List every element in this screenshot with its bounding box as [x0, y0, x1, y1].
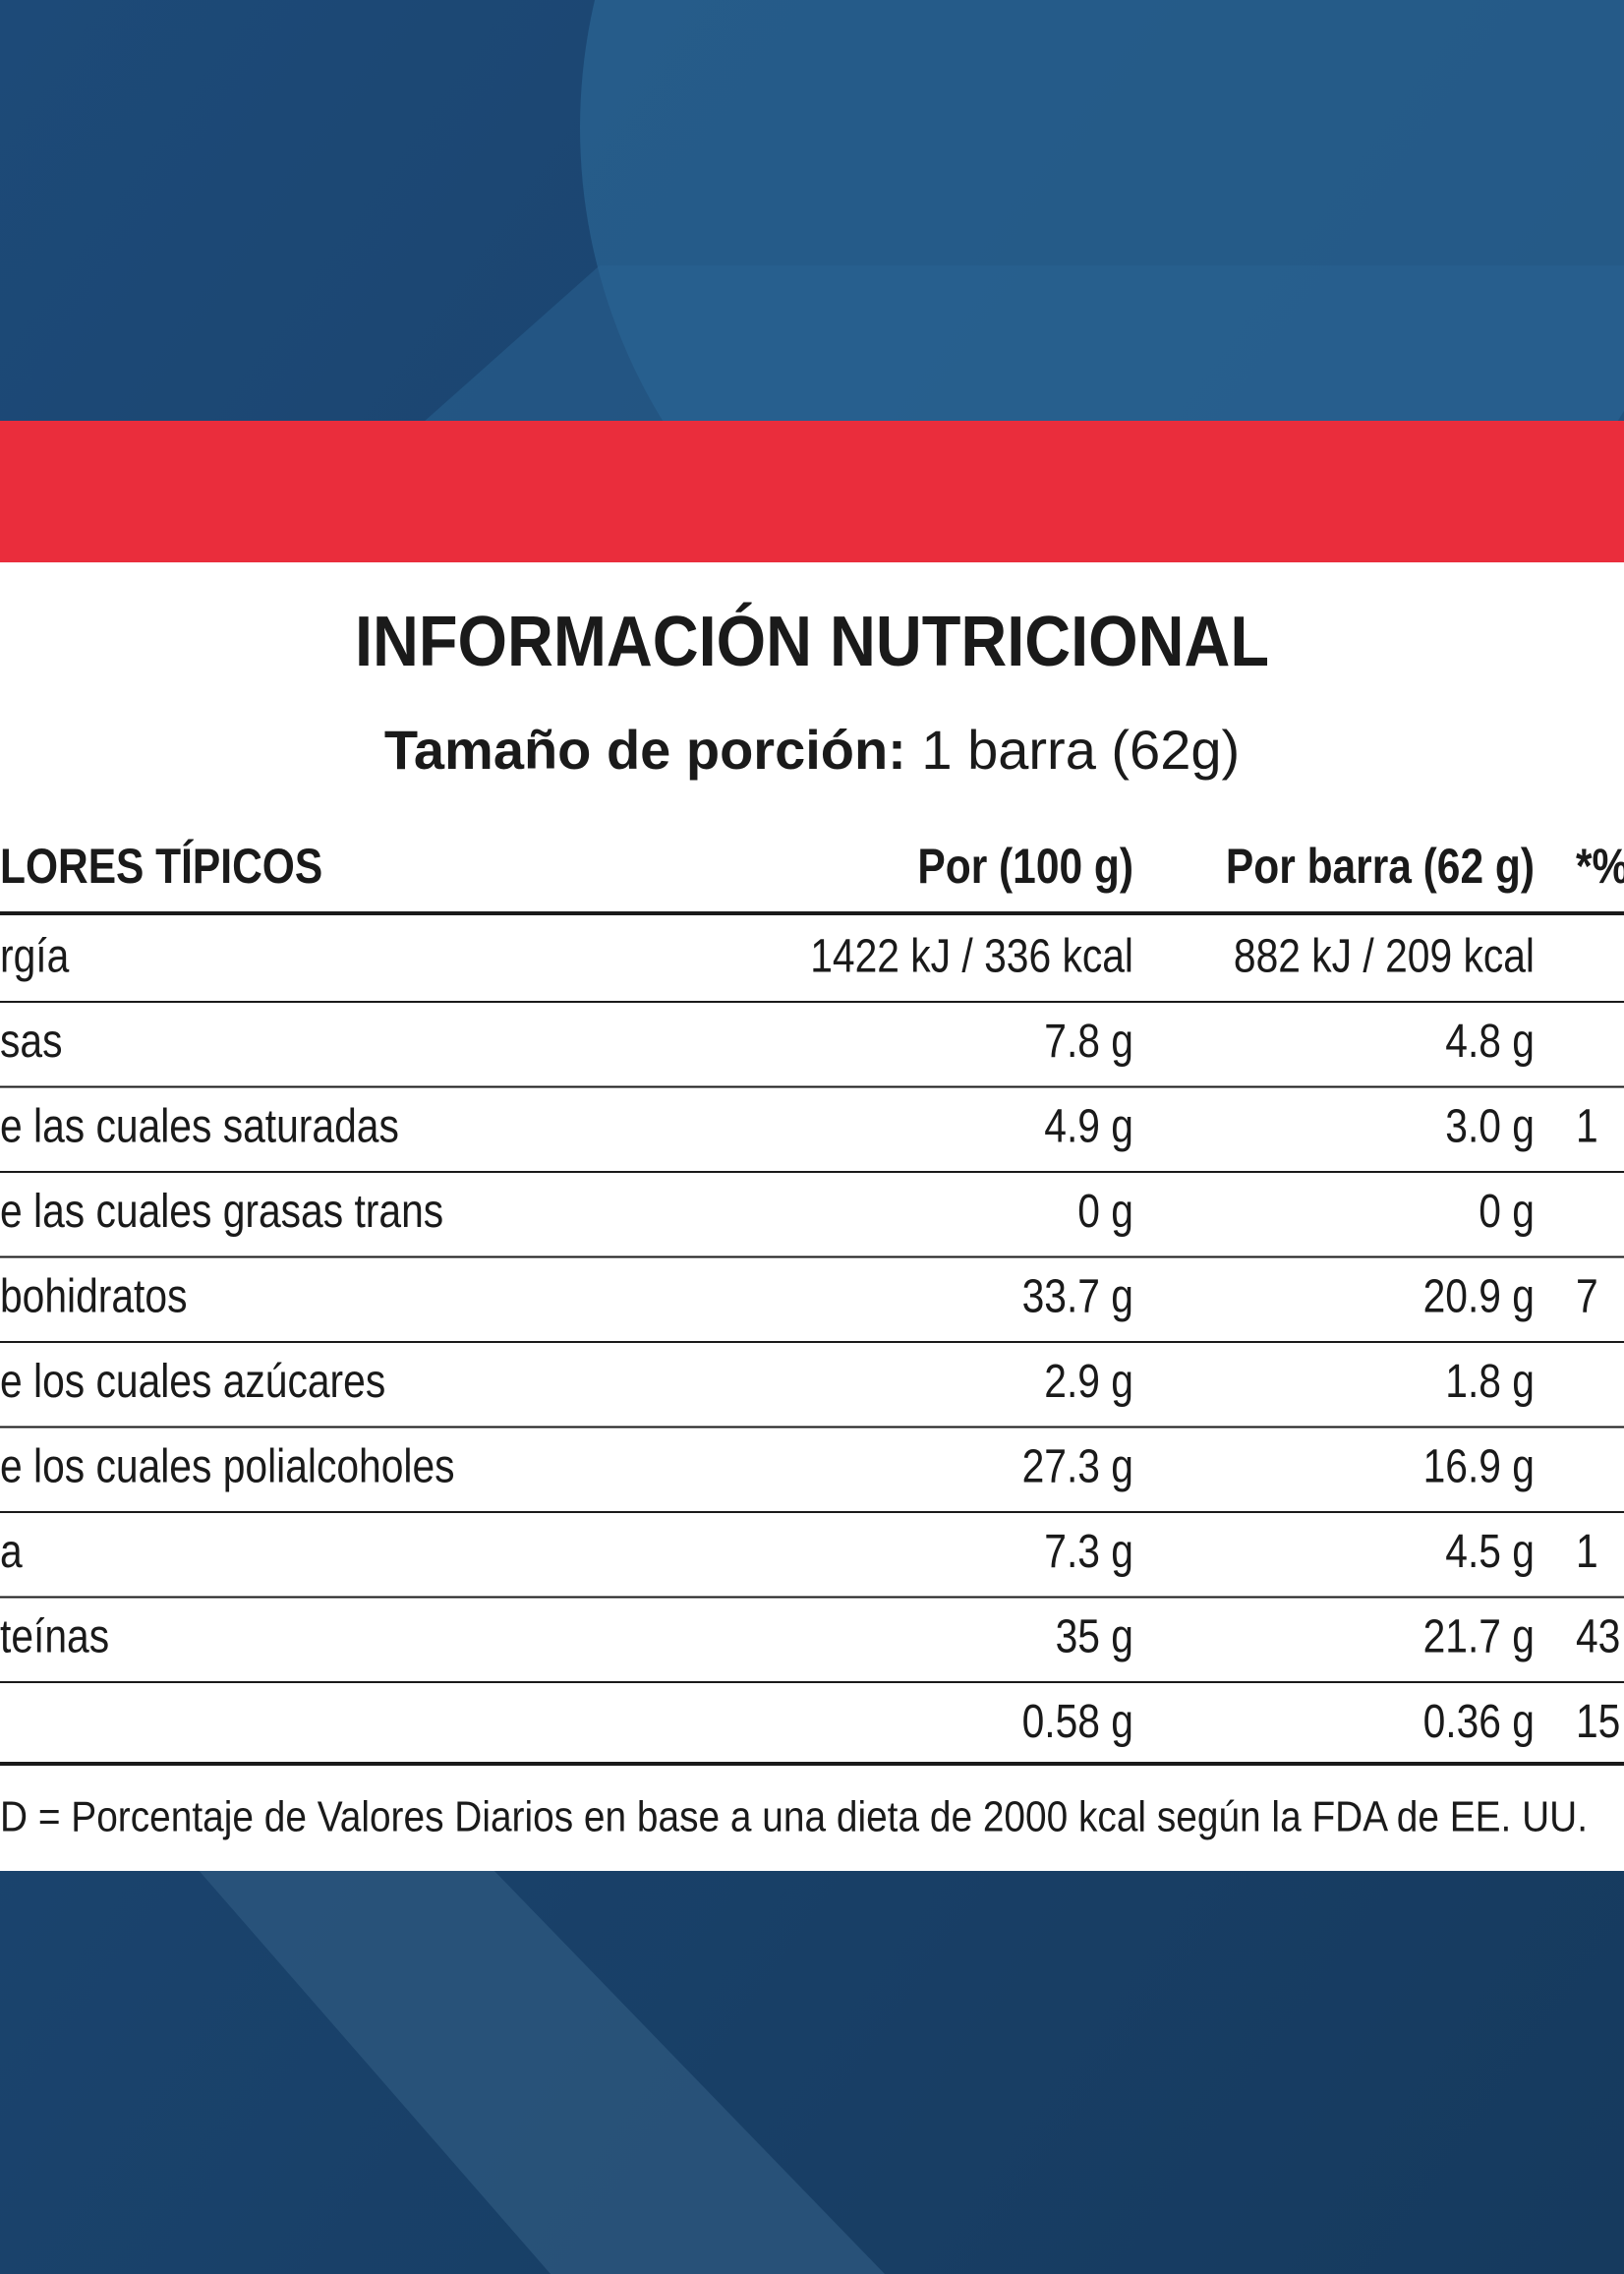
- table-cell: 16.9 g: [1423, 1441, 1535, 1493]
- table-cell: 1: [1576, 1526, 1598, 1578]
- footnote: D = Porcentaje de Valores Diarios en bas…: [0, 1793, 1588, 1841]
- title: INFORMACIÓN NUTRICIONAL: [355, 602, 1269, 681]
- header-cell: Por (100 g): [917, 839, 1133, 894]
- table-cell: 43: [1576, 1611, 1620, 1663]
- serving-value: 1 barra (62g): [921, 719, 1240, 781]
- table-cell: e las cuales saturadas: [0, 1101, 399, 1153]
- table-cell: 3.0 g: [1445, 1101, 1535, 1153]
- table-cell: rgía: [0, 931, 69, 983]
- table-cell: 0 g: [1077, 1186, 1133, 1238]
- header-cell: *%: [1576, 839, 1624, 894]
- table-cell: bohidratos: [0, 1271, 187, 1323]
- table-cell: 0.58 g: [1022, 1696, 1133, 1748]
- table-cell: 4.8 g: [1445, 1016, 1535, 1068]
- table-cell: 35 g: [1056, 1611, 1133, 1663]
- table-cell: 882 kJ / 209 kcal: [1234, 931, 1535, 983]
- header-cell: LORES TÍPICOS: [0, 839, 322, 894]
- table-cell: teínas: [0, 1611, 109, 1663]
- table-cell: 7.8 g: [1044, 1016, 1133, 1068]
- red-band: [0, 421, 1624, 562]
- table-cell: 2.9 g: [1044, 1356, 1133, 1408]
- table-cell: 27.3 g: [1022, 1441, 1133, 1493]
- table-cell: sas: [0, 1016, 62, 1068]
- bg-band: [423, 265, 1624, 423]
- table-cell: 20.9 g: [1423, 1271, 1535, 1323]
- label-panel: [0, 562, 1624, 1871]
- table-cell: 0 g: [1479, 1186, 1535, 1238]
- table-cell: 4.5 g: [1445, 1526, 1535, 1578]
- serving: Tamaño de porción: 1 barra (62g): [384, 719, 1240, 781]
- table-cell: e las cuales grasas trans: [0, 1186, 443, 1238]
- header-cell: Por barra (62 g): [1226, 839, 1535, 894]
- table-cell: 33.7 g: [1022, 1271, 1133, 1323]
- table-cell: e los cuales azúcares: [0, 1356, 385, 1408]
- bg-diagonal: [197, 1868, 885, 2274]
- table-cell: 0.36 g: [1423, 1696, 1535, 1748]
- table-cell: 1422 kJ / 336 kcal: [810, 931, 1133, 983]
- table-cell: 7.3 g: [1044, 1526, 1133, 1578]
- table-cell: 1: [1576, 1101, 1598, 1153]
- serving-label: Tamaño de porción:: [384, 719, 906, 781]
- table-cell: a: [0, 1526, 23, 1578]
- table-cell: e los cuales polialcoholes: [0, 1441, 455, 1493]
- table-cell: 21.7 g: [1423, 1611, 1535, 1663]
- table-cell: 15: [1576, 1696, 1620, 1748]
- table-cell: 1.8 g: [1445, 1356, 1535, 1408]
- table-cell: 7: [1576, 1271, 1598, 1323]
- table-cell: 4.9 g: [1044, 1101, 1133, 1153]
